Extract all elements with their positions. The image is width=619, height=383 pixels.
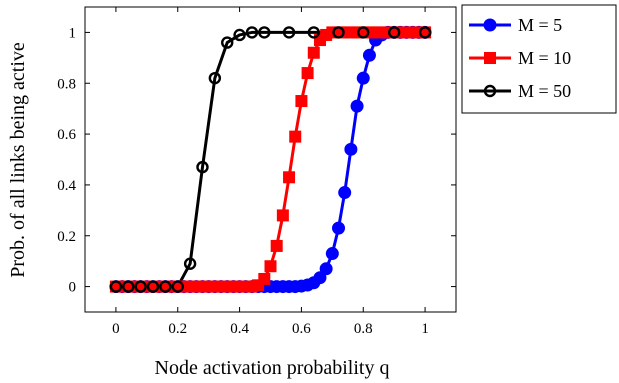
y-axis: 0 0.2 0.4 0.6 0.8 1 — [57, 25, 456, 296]
data-point — [245, 26, 259, 39]
legend-swatch-marker — [483, 18, 497, 32]
x-tick-label: 0.2 — [168, 321, 187, 337]
data-point — [171, 280, 184, 293]
legend-label: M = 5 — [518, 15, 562, 35]
data-point — [122, 280, 135, 293]
data-point — [233, 28, 246, 42]
y-axis-title: Prob. of all links being active — [7, 42, 29, 278]
data-point — [332, 26, 345, 39]
data-point — [362, 48, 376, 62]
data-point — [338, 186, 352, 200]
legend-swatch-marker — [483, 84, 497, 98]
data-point — [134, 280, 147, 293]
x-tick-label: 0.8 — [354, 321, 373, 337]
data-point — [356, 71, 370, 85]
y-tick-label: 0.2 — [57, 229, 76, 245]
data-point — [350, 99, 364, 113]
data-point — [282, 26, 296, 39]
data-point — [146, 280, 160, 293]
data-point — [276, 209, 289, 222]
series-markers-3 — [109, 26, 432, 293]
x-tick-label: 1 — [421, 321, 429, 337]
data-point — [208, 71, 222, 85]
y-tick-label: 1 — [69, 25, 77, 41]
legend-label: M = 50 — [518, 81, 571, 101]
markers-layer — [109, 25, 432, 294]
legend-entry-1: M = 5 — [469, 15, 562, 35]
legend-swatch-marker — [484, 52, 496, 64]
y-tick-label: 0 — [69, 280, 77, 296]
data-point — [122, 280, 135, 293]
data-point — [307, 26, 320, 39]
data-point — [419, 26, 432, 39]
data-point — [375, 26, 388, 39]
legend-entry-3: M = 50 — [469, 81, 571, 101]
x-tick-label: 0.4 — [230, 321, 249, 337]
data-point — [388, 26, 401, 39]
data-point — [289, 130, 302, 143]
x-axis-title: Node activation probability q — [155, 357, 390, 379]
data-point — [258, 26, 271, 39]
y-tick-label: 0.6 — [57, 127, 76, 143]
data-point — [196, 160, 209, 174]
data-point — [258, 272, 271, 285]
x-tick-label: 0.6 — [292, 321, 311, 337]
data-point — [159, 280, 172, 293]
data-point — [418, 26, 432, 39]
x-tick-label: 0 — [112, 321, 120, 337]
legend-label: M = 10 — [518, 48, 571, 68]
data-point — [387, 26, 401, 39]
data-point — [332, 221, 346, 235]
data-point — [295, 95, 308, 108]
data-point — [301, 67, 314, 80]
data-point — [325, 247, 339, 261]
y-tick-label: 0.8 — [57, 76, 76, 92]
data-point — [319, 262, 333, 276]
legend: M = 5 M = 10 M = 50 — [461, 4, 617, 114]
data-point — [307, 46, 320, 59]
x-axis: 0 0.2 0.4 0.6 0.8 1 — [112, 7, 429, 337]
data-point — [400, 26, 413, 39]
data-point — [264, 260, 277, 273]
data-point — [344, 26, 357, 39]
data-point — [357, 26, 370, 39]
data-point — [270, 239, 283, 252]
data-point — [344, 142, 358, 156]
legend-entry-2: M = 10 — [469, 48, 571, 68]
y-tick-label: 0.4 — [57, 178, 76, 194]
data-point — [369, 26, 382, 39]
data-point — [357, 26, 370, 39]
data-point — [221, 36, 234, 49]
data-point — [406, 26, 419, 39]
data-point — [183, 257, 197, 270]
data-point — [283, 171, 296, 184]
data-point — [109, 280, 123, 293]
data-point — [332, 26, 345, 39]
